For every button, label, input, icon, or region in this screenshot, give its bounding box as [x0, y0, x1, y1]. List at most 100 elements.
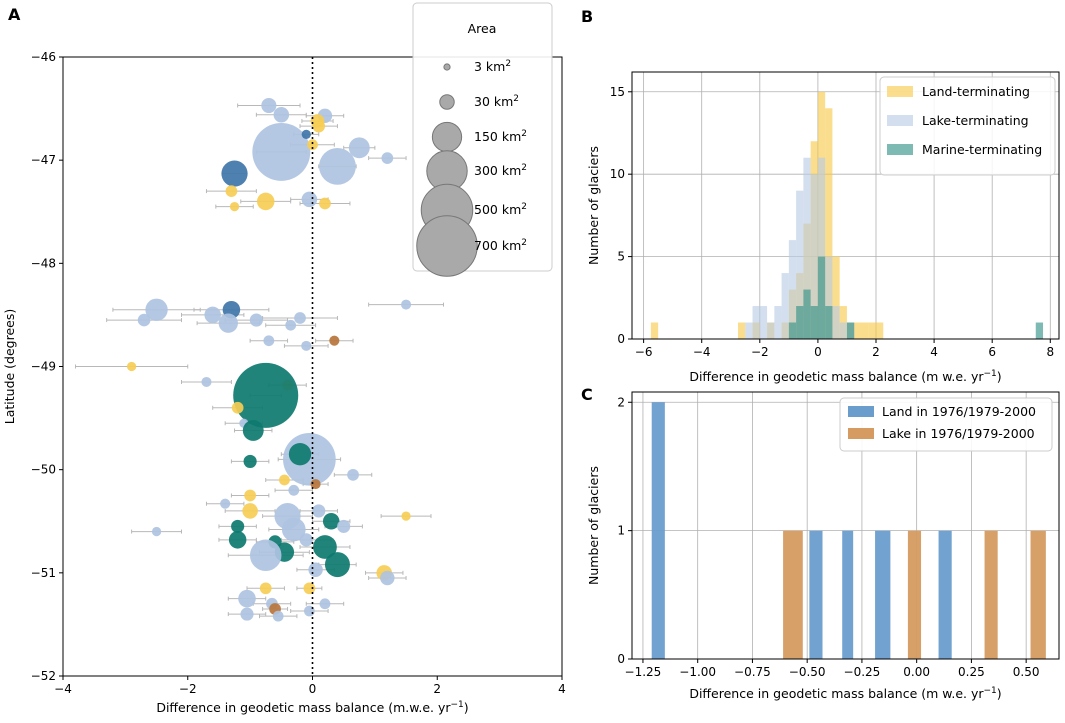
glacier-point [299, 533, 313, 547]
x-tick-label: 0 [309, 682, 317, 696]
y-axis-label-a: Latitude (degrees) [2, 309, 17, 425]
panel-c-histogram: −1.25 −1.00 −0.75 −0.50 −0.25 0.00 0.25 0.50 0 1 2… [586, 391, 1060, 701]
glacier-point [322, 512, 340, 530]
glacier-point [221, 160, 248, 187]
histogram-bar [803, 157, 811, 339]
x-tick-label: 4 [558, 682, 566, 696]
x-tick-label: 8 [1046, 345, 1054, 359]
x-tick-label: −0.50 [789, 665, 826, 679]
histogram-bar [745, 322, 753, 339]
glacier-point [401, 511, 411, 521]
y-tick-label: −47 [31, 153, 56, 167]
glacier-point [259, 582, 272, 595]
glacier-point [312, 119, 326, 133]
histogram-bar [907, 530, 922, 659]
legend-swatch [887, 115, 913, 126]
histogram-bar [846, 322, 855, 339]
histogram-bar [825, 306, 833, 339]
histogram-bar [809, 530, 823, 659]
y-axis-label-c: Number of glaciers [586, 466, 601, 585]
histogram-bar [842, 530, 854, 659]
x-tick-label: 0.25 [958, 665, 985, 679]
glacier-point [288, 443, 312, 466]
glacier-point [204, 306, 221, 324]
legend-label: 500 km2 [474, 202, 527, 217]
glacier-point [288, 484, 300, 496]
legend-size-marker [439, 94, 455, 110]
legend-label: Lake-terminating [922, 113, 1029, 128]
histogram-bar [876, 322, 884, 339]
glacier-point [347, 468, 359, 481]
glacier-point [319, 147, 356, 185]
glacier-point [301, 340, 312, 351]
glacier-point [301, 191, 318, 208]
y-tick-label: −50 [31, 463, 56, 477]
glacier-point [240, 607, 254, 621]
histogram-bar [868, 322, 876, 339]
x-tick-label: 2 [872, 345, 880, 359]
histogram-bar [817, 157, 826, 339]
panel-label-c: C [581, 385, 593, 404]
axes-frame [631, 71, 1060, 340]
glacier-point [329, 335, 340, 346]
glacier-point [249, 539, 282, 572]
glacier-point [238, 589, 256, 608]
glacier-point [324, 552, 350, 578]
legend-box [879, 76, 1056, 176]
x-tick-label: −0.25 [844, 665, 881, 679]
glacier-point [225, 185, 238, 197]
glacier-point [285, 319, 297, 331]
histogram-bar [984, 530, 998, 659]
legend-label: Lake in 1976/1979-2000 [882, 426, 1035, 441]
x-axis-label-c: Difference in geodetic mass balance (m w… [689, 686, 1001, 701]
x-tick-label: −4 [54, 682, 72, 696]
y-tick-label: 10 [610, 167, 625, 181]
histogram-bar [854, 322, 862, 339]
legend-label: Marine-terminating [922, 142, 1042, 157]
histogram-bar [788, 240, 797, 339]
panel-b-histogram: −6 −4 −2 0 2 4 6 8 0 5 10 15 Difference in geodetic … [586, 71, 1060, 384]
glacier-point [137, 313, 151, 327]
legend-label: Land in 1976/1979-2000 [882, 404, 1036, 419]
histogram-bar [803, 289, 811, 339]
glacier-point [307, 139, 318, 151]
glacier-point [381, 152, 394, 164]
glacier-point [244, 489, 256, 502]
glacier-point [319, 598, 331, 610]
glacier-point [303, 582, 316, 595]
glacier-point [279, 474, 290, 486]
histogram-bar [759, 306, 768, 339]
panel-label-b: B [581, 7, 593, 26]
panel-label-a: A [8, 5, 21, 24]
axes-frame [631, 391, 1060, 660]
histogram-bar [938, 530, 952, 659]
glacier-point [231, 401, 244, 414]
histogram-bar [796, 306, 804, 339]
histogram-bar [1035, 322, 1044, 339]
histogram-bar [738, 322, 746, 339]
glacier-point [261, 97, 277, 114]
legend-swatch [887, 144, 913, 155]
glacier-point [313, 535, 337, 559]
glacier-point [380, 570, 395, 586]
y-tick-label: 0 [617, 652, 625, 666]
glacier-point [319, 197, 331, 210]
glacier-point [231, 519, 245, 533]
glacier-point [256, 192, 275, 211]
y-tick-label: −48 [31, 256, 56, 270]
glacier-point [233, 362, 299, 428]
glacier-point [308, 562, 323, 577]
glacier-point [218, 313, 238, 333]
x-tick-label: 0 [814, 345, 822, 359]
x-tick-label: −1.25 [625, 665, 662, 679]
histogram-bar [817, 256, 826, 339]
histogram-bar [861, 322, 869, 339]
legend-c: Land in 1976/1979-2000 Lake in 1976/1979-… [839, 397, 1053, 452]
histogram-bar [825, 108, 833, 339]
legend-size-marker [416, 215, 478, 277]
glacier-point [281, 517, 306, 542]
histogram-bar [788, 322, 797, 339]
glacier-point [243, 454, 257, 468]
glacier-point [126, 361, 137, 372]
